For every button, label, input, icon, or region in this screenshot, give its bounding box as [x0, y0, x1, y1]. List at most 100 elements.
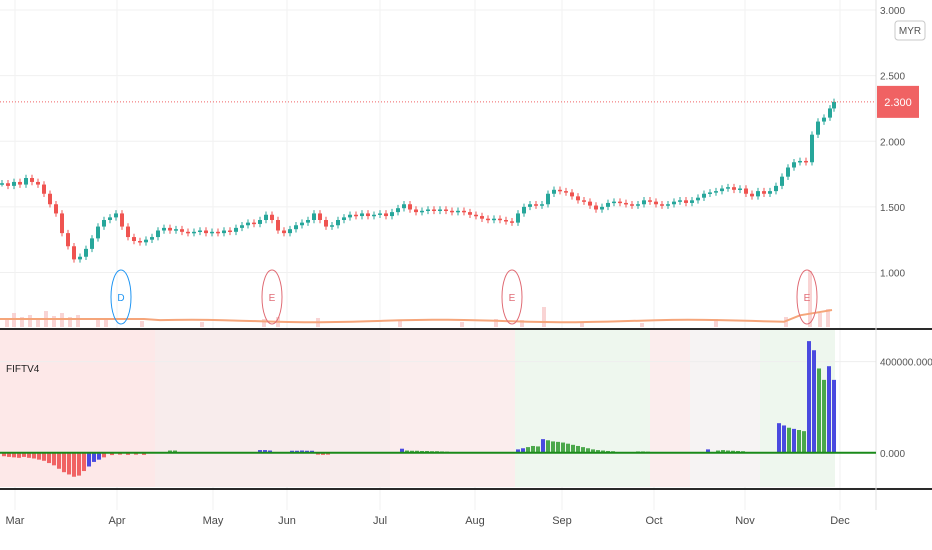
candle-body	[618, 201, 622, 204]
candle-body	[300, 222, 304, 226]
currency-badge[interactable]	[894, 20, 926, 41]
candle-body	[666, 204, 670, 206]
candle-body	[210, 231, 214, 234]
event-circle[interactable]	[796, 269, 818, 325]
histogram-bar	[832, 379, 836, 453]
histogram-bar	[258, 450, 262, 453]
time-axis[interactable]: Mar Apr May Jun Jul Aug Sep Oct Nov Dec	[6, 515, 851, 527]
histogram-bar	[556, 441, 560, 453]
price-tick-label: 2.000	[880, 137, 905, 148]
last-price-badge	[877, 85, 919, 118]
candle-body	[720, 188, 724, 192]
candle-body	[582, 200, 586, 202]
volume-bar	[52, 316, 56, 327]
histogram-bar	[87, 452, 91, 467]
histogram-bar	[802, 431, 806, 453]
candle-body	[384, 213, 388, 217]
histogram-bar	[576, 445, 580, 453]
candle-body	[810, 134, 814, 163]
candle-body	[630, 204, 634, 206]
volume-moving-average	[0, 309, 833, 324]
histogram-bar	[168, 450, 172, 453]
candle-body	[540, 204, 544, 206]
candle-body	[414, 209, 418, 213]
candle-body	[150, 237, 154, 240]
histogram-bar	[67, 452, 71, 475]
candle-body	[312, 213, 316, 220]
time-tick-label: Apr	[108, 515, 125, 527]
candle-body	[372, 214, 376, 217]
histogram-bar	[581, 447, 585, 453]
time-tick-label: Jul	[373, 515, 387, 527]
volume-bar	[76, 315, 80, 327]
candle-body	[114, 213, 118, 218]
volume-bar	[714, 319, 718, 327]
candle-body	[102, 220, 106, 227]
candle-body	[132, 237, 136, 241]
histogram-bar	[415, 450, 419, 453]
indicator-title[interactable]: FIFTV4	[6, 364, 40, 375]
price-tick-label: 1.500	[880, 203, 905, 214]
candle-body	[84, 248, 88, 257]
candle-body	[174, 229, 178, 231]
candle-body	[72, 246, 76, 260]
candle-body	[42, 184, 46, 194]
candle-body	[708, 192, 712, 194]
histogram-bar	[706, 449, 710, 453]
volume-bar	[28, 315, 32, 327]
event-circle[interactable]	[110, 269, 132, 325]
candle-body	[228, 230, 232, 232]
histogram-bar	[102, 452, 106, 458]
candle-body	[516, 213, 520, 223]
histogram-bar	[797, 430, 801, 453]
price-axis[interactable]: 3.000 2.500 2.000 1.500 1.000	[880, 6, 905, 280]
histogram-bar	[290, 450, 294, 453]
candle-body	[732, 187, 736, 190]
volume-bar	[640, 323, 644, 327]
candle-body	[342, 217, 346, 220]
candle-body	[816, 121, 820, 135]
candle-body	[126, 226, 130, 238]
histogram-bar	[812, 350, 816, 453]
indicator-axis[interactable]: 400000.000 0.000	[880, 358, 932, 460]
volume-bar	[200, 322, 204, 327]
candle-body	[678, 200, 682, 202]
histogram-bar	[77, 452, 81, 476]
candle-body	[78, 256, 82, 260]
candle-body	[432, 209, 436, 211]
last-price-value: 2.300	[884, 97, 912, 109]
candle-body	[612, 201, 616, 204]
candle-body	[366, 213, 370, 217]
histogram-bar	[526, 447, 530, 453]
candle-body	[690, 200, 694, 203]
candle-body	[702, 193, 706, 198]
candle-body	[444, 209, 448, 211]
histogram-bar	[12, 452, 16, 458]
candle-body	[576, 196, 580, 201]
event-circle[interactable]	[501, 269, 523, 325]
candle-body	[156, 230, 160, 238]
histogram-bar	[27, 452, 31, 458]
histogram-bar	[531, 445, 535, 453]
histogram-bar	[561, 442, 565, 453]
price-tick-label: 3.000	[880, 6, 905, 17]
indicator-tick-label: 0.000	[880, 449, 905, 460]
time-tick-label: Jun	[278, 515, 296, 527]
event-circle[interactable]	[261, 269, 283, 325]
candle-body	[36, 181, 40, 185]
histogram-bar	[726, 450, 730, 453]
histogram-bar	[586, 448, 590, 453]
histogram-bar	[571, 444, 575, 453]
candle-body	[216, 231, 220, 234]
histogram-bar	[521, 448, 525, 453]
histogram-bar	[410, 450, 414, 453]
candle-body	[138, 241, 142, 243]
histogram-bar	[777, 423, 781, 453]
histogram-bar	[22, 452, 26, 457]
volume-bar	[580, 322, 584, 327]
candle-body	[804, 160, 808, 163]
candle-body	[564, 191, 568, 193]
price-candles[interactable]	[0, 98, 836, 263]
